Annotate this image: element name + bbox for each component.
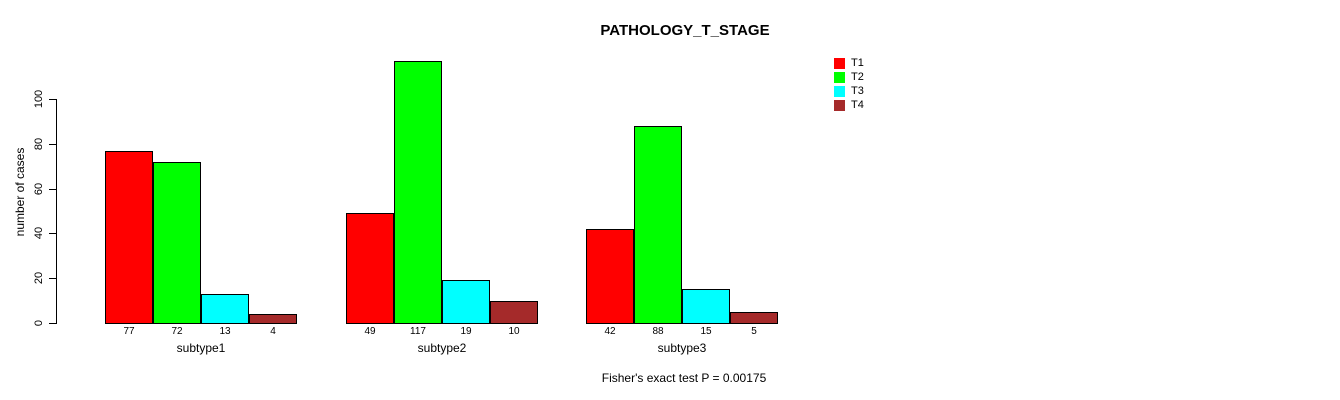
legend-item-T4: T4 (834, 99, 864, 112)
bar-value-label-subtype3-T2: 88 (652, 326, 664, 337)
bar-value-label-subtype2-T2: 117 (410, 326, 426, 337)
y-tick-label: 0 (33, 319, 45, 327)
y-tick-mark (49, 189, 57, 190)
legend-swatch-T3 (834, 86, 845, 97)
legend-swatch-T4 (834, 100, 845, 111)
bar-value-label-subtype3-T3: 15 (700, 326, 712, 337)
bar-subtype2-T2 (394, 61, 442, 324)
bar-subtype1-T4 (249, 314, 297, 324)
bar-subtype3-T2 (634, 126, 682, 324)
legend-label-T2: T2 (851, 71, 864, 83)
legend-label-T4: T4 (851, 99, 864, 111)
y-tick-mark (49, 99, 57, 100)
category-label-subtype2: subtype2 (417, 341, 467, 355)
chart-title: PATHOLOGY_T_STAGE (600, 22, 770, 39)
legend-label-T1: T1 (851, 57, 864, 69)
y-axis-line (56, 99, 57, 324)
y-tick-label: 40 (33, 226, 45, 240)
y-tick-label: 60 (33, 182, 45, 196)
fisher-test-annotation: Fisher's exact test P = 0.00175 (601, 371, 767, 385)
legend-item-T2: T2 (834, 71, 864, 84)
bar-subtype1-T2 (153, 162, 201, 324)
legend-item-T3: T3 (834, 85, 864, 98)
bar-subtype2-T4 (490, 301, 538, 324)
bar-value-label-subtype2-T3: 19 (460, 326, 472, 337)
y-tick-label: 20 (33, 271, 45, 285)
y-tick-mark (49, 278, 57, 279)
bar-subtype1-T1 (105, 151, 153, 324)
bar-subtype2-T3 (442, 280, 490, 324)
y-tick-label: 100 (33, 89, 45, 109)
category-label-subtype1: subtype1 (176, 341, 226, 355)
bar-value-label-subtype1-T1: 77 (123, 326, 135, 337)
legend-swatch-T1 (834, 58, 845, 69)
bar-subtype3-T3 (682, 289, 730, 324)
legend-label-T3: T3 (851, 85, 864, 97)
bar-value-label-subtype1-T3: 13 (219, 326, 231, 337)
bar-value-label-subtype3-T1: 42 (604, 326, 616, 337)
legend: T1 T2 T3 T4 (834, 57, 864, 113)
bar-subtype3-T1 (586, 229, 634, 324)
legend-item-T1: T1 (834, 57, 864, 70)
bar-value-label-subtype3-T4: 5 (751, 326, 757, 337)
category-label-subtype3: subtype3 (657, 341, 707, 355)
bar-subtype1-T3 (201, 294, 249, 324)
y-axis-label: number of cases (13, 147, 27, 237)
legend-swatch-T2 (834, 72, 845, 83)
bar-subtype3-T4 (730, 312, 778, 324)
y-tick-mark (49, 323, 57, 324)
bar-subtype2-T1 (346, 213, 394, 324)
y-tick-label: 80 (33, 137, 45, 151)
bar-value-label-subtype1-T2: 72 (171, 326, 183, 337)
y-tick-mark (49, 144, 57, 145)
bar-value-label-subtype2-T4: 10 (508, 326, 520, 337)
bar-value-label-subtype1-T4: 4 (270, 326, 276, 337)
bar-value-label-subtype2-T1: 49 (364, 326, 376, 337)
y-tick-mark (49, 233, 57, 234)
